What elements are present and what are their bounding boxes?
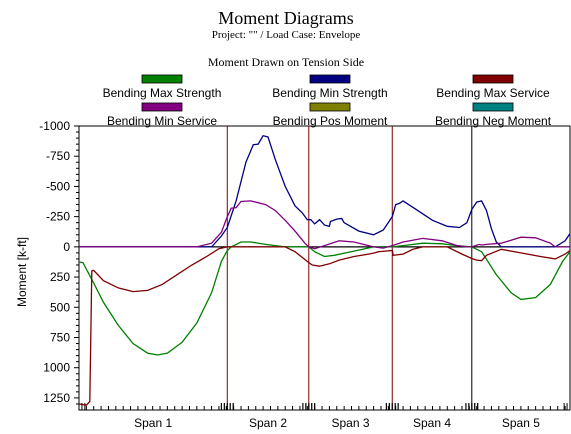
legend-label: Bending Max Service [436, 86, 550, 100]
chart-note: Moment Drawn on Tension Side [208, 55, 364, 69]
series-line-bending-min-strength [79, 134, 571, 248]
span-label: Span 2 [249, 416, 287, 430]
chart-title: Moment Diagrams [218, 8, 353, 28]
series-line-bending-max-strength [78, 241, 571, 356]
series-line-bending-max-service [78, 246, 571, 406]
legend-label: Bending Neg Moment [435, 114, 552, 128]
legend-label: Bending Min Service [107, 114, 217, 128]
legend: Bending Max Strength Bending Min Strength… [103, 74, 552, 128]
span-label: Span 3 [331, 416, 369, 430]
y-tick-label: -1000 [39, 119, 70, 133]
legend-label: Bending Max Strength [103, 86, 222, 100]
legend-swatch [141, 74, 183, 84]
plot-frame [78, 125, 571, 411]
y-axis-label: Moment [k-ft] [15, 237, 29, 307]
legend-swatch [309, 102, 351, 112]
plot-area: -1000 -750 -500 -250 0 250 500 750 1000 1250 Span … [39, 119, 571, 430]
legend-swatch [141, 102, 183, 112]
span-label: Span 5 [502, 416, 540, 430]
legend-swatch [472, 74, 514, 84]
y-tick-label: 750 [50, 330, 70, 344]
span-label: Span 1 [134, 416, 172, 430]
legend-label: Bending Min Strength [272, 86, 387, 100]
y-tick-label: 0 [63, 240, 70, 254]
y-tick-label: 250 [50, 270, 70, 284]
y-tick-label: -250 [46, 210, 70, 224]
y-tick-label: 1250 [43, 391, 70, 405]
legend-swatch [472, 102, 514, 112]
y-tick-label: 500 [50, 300, 70, 314]
legend-label: Bending Pos Moment [273, 114, 388, 128]
span-label: Span 4 [413, 416, 451, 430]
series-line-bending-min-service [79, 200, 570, 250]
legend-swatch [309, 74, 351, 84]
y-tick-label: -750 [46, 149, 70, 163]
chart-subtitle: Project: "" / Load Case: Envelope [212, 29, 361, 41]
y-tick-label: -500 [46, 179, 70, 193]
y-tick-label: 1000 [43, 361, 70, 375]
